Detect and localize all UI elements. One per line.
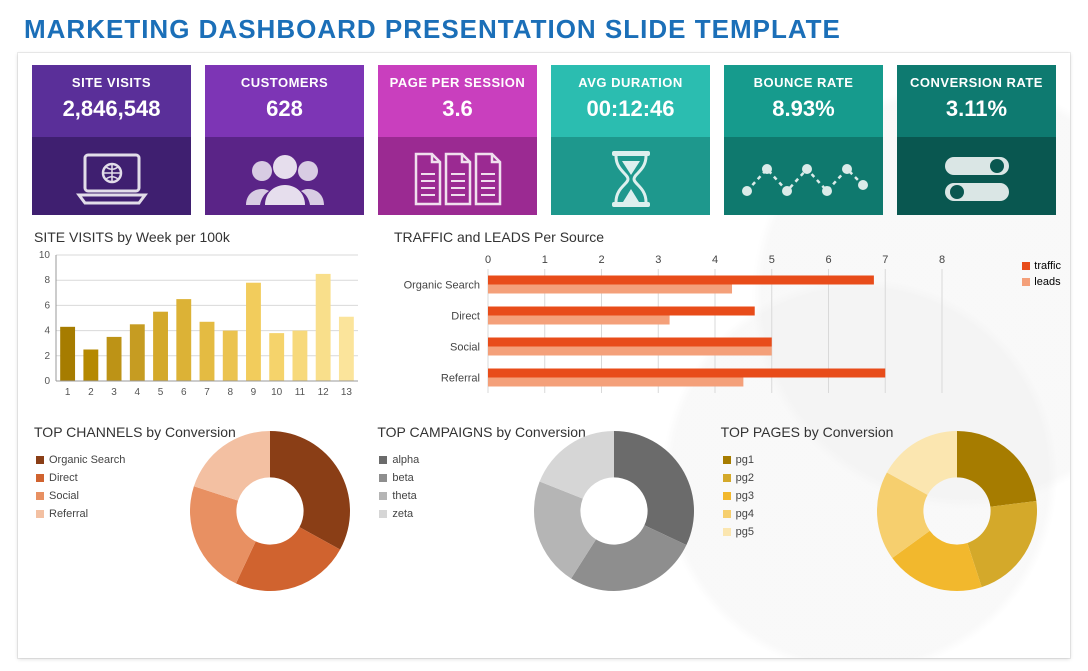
svg-text:2: 2: [598, 254, 604, 266]
svg-text:13: 13: [341, 387, 353, 398]
top-campaigns-legend: alpha beta theta zeta: [379, 454, 419, 526]
kpi-card-0: SITE VISITS 2,846,548: [32, 65, 191, 215]
svg-text:6: 6: [825, 254, 831, 266]
svg-text:9: 9: [251, 387, 257, 398]
svg-text:3: 3: [111, 387, 117, 398]
kpi-value: 2,846,548: [32, 96, 191, 122]
laptop-icon: [32, 143, 191, 215]
svg-text:8: 8: [44, 275, 50, 286]
top-channels-legend: Organic Search Direct Social Referral: [36, 454, 125, 526]
svg-text:3: 3: [655, 254, 661, 266]
kpi-card-5: CONVERSION RATE 3.11%: [897, 65, 1056, 215]
svg-text:11: 11: [295, 387, 306, 398]
users-icon: [205, 143, 364, 215]
legend-item: theta: [379, 490, 419, 502]
kpi-label: CUSTOMERS: [205, 75, 364, 90]
legend-item: Social: [36, 490, 125, 502]
docs-icon: [378, 143, 537, 215]
svg-text:Direct: Direct: [451, 311, 480, 323]
kpi-label: PAGE PER SESSION: [378, 75, 537, 90]
legend-item: pg3: [723, 490, 754, 502]
kpi-value: 00:12:46: [551, 96, 710, 122]
kpi-value: 628: [205, 96, 364, 122]
kpi-label: SITE VISITS: [32, 75, 191, 90]
legend-item: pg2: [723, 472, 754, 484]
svg-text:10: 10: [39, 250, 51, 261]
site-visits-bar-chart: 024681012345678910111213: [32, 249, 362, 399]
legend-item: Direct: [36, 472, 125, 484]
site-visits-title: SITE VISITS by Week per 100k: [34, 229, 372, 245]
svg-text:2: 2: [88, 387, 94, 398]
top-channels-donut: [185, 426, 355, 596]
kpi-card-1: CUSTOMERS 628: [205, 65, 364, 215]
legend-item: pg1: [723, 454, 754, 466]
svg-text:6: 6: [181, 387, 187, 398]
svg-text:1: 1: [65, 387, 71, 398]
svg-text:Referral: Referral: [441, 373, 480, 385]
page-title: MARKETING DASHBOARD PRESENTATION SLIDE T…: [0, 0, 1088, 53]
svg-text:10: 10: [271, 387, 283, 398]
svg-text:8: 8: [939, 254, 945, 266]
legend-item: traffic: [1022, 260, 1061, 272]
kpi-label: AVG DURATION: [551, 75, 710, 90]
legend-item: leads: [1022, 276, 1061, 288]
traffic-leads-legend: traffic leads: [1022, 260, 1061, 292]
legend-item: Referral: [36, 508, 125, 520]
svg-text:1: 1: [542, 254, 548, 266]
svg-text:8: 8: [227, 387, 233, 398]
svg-text:4: 4: [135, 387, 141, 398]
kpi-value: 8.93%: [724, 96, 883, 122]
kpi-row: SITE VISITS 2,846,548 CUSTOMERS 628 PAGE…: [32, 65, 1056, 215]
traffic-leads-title: TRAFFIC and LEADS Per Source: [394, 229, 1056, 245]
legend-item: pg4: [723, 508, 754, 520]
legend-item: Organic Search: [36, 454, 125, 466]
kpi-card-3: AVG DURATION 00:12:46: [551, 65, 710, 215]
kpi-card-4: BOUNCE RATE 8.93%: [724, 65, 883, 215]
toggles-icon: [897, 143, 1056, 215]
svg-text:5: 5: [158, 387, 164, 398]
legend-item: pg5: [723, 526, 754, 538]
legend-item: beta: [379, 472, 419, 484]
svg-text:4: 4: [712, 254, 718, 266]
top-campaigns-donut: [529, 426, 699, 596]
svg-text:2: 2: [44, 351, 50, 362]
svg-text:7: 7: [204, 387, 210, 398]
svg-text:Social: Social: [450, 342, 480, 354]
kpi-value: 3.11%: [897, 96, 1056, 122]
top-pages-legend: pg1 pg2 pg3 pg4 pg5: [723, 454, 754, 544]
svg-text:0: 0: [485, 254, 491, 266]
legend-item: alpha: [379, 454, 419, 466]
kpi-label: CONVERSION RATE: [897, 75, 1056, 90]
top-pages-donut: [872, 426, 1042, 596]
bounce-icon: [724, 143, 883, 215]
kpi-value: 3.6: [378, 96, 537, 122]
svg-text:7: 7: [882, 254, 888, 266]
svg-text:5: 5: [769, 254, 775, 266]
svg-text:12: 12: [318, 387, 330, 398]
svg-text:6: 6: [44, 300, 50, 311]
dashboard-slide: SITE VISITS 2,846,548 CUSTOMERS 628 PAGE…: [18, 53, 1070, 658]
svg-text:4: 4: [44, 326, 50, 337]
svg-text:0: 0: [44, 376, 50, 387]
legend-item: zeta: [379, 508, 419, 520]
hourglass-icon: [551, 143, 710, 215]
kpi-label: BOUNCE RATE: [724, 75, 883, 90]
traffic-leads-hbar-chart: 0 1 2 3 4 5 6 7 8 Organic Search Direct Social Refer…: [392, 249, 1032, 399]
svg-text:Organic Search: Organic Search: [404, 280, 480, 292]
kpi-card-2: PAGE PER SESSION 3.6: [378, 65, 537, 215]
